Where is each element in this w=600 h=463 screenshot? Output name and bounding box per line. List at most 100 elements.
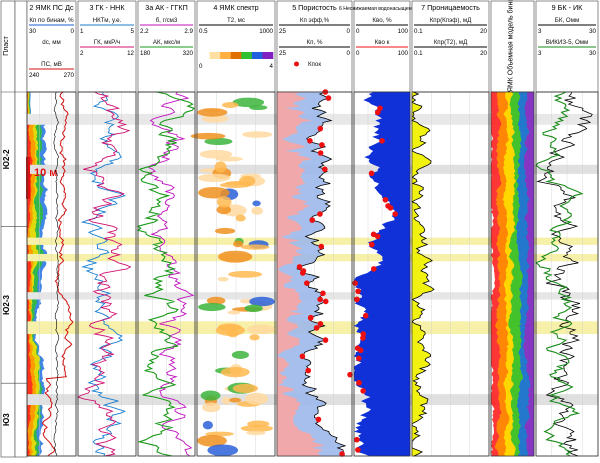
- kvok-point: [356, 355, 362, 362]
- spectrum-blob: [207, 444, 239, 457]
- gk-curve: [76, 91, 132, 457]
- spectrum-blob: [222, 101, 239, 109]
- spectrum-blob: [240, 244, 270, 250]
- scale-right-value: 5: [131, 28, 135, 35]
- track-header-t4: [196, 0, 276, 93]
- curve-label: Кво, %: [372, 17, 392, 24]
- curve-label: ВИКИЗ-5, Омм: [546, 39, 589, 46]
- curve-label: Кпр(Кпэф), мД: [430, 17, 472, 24]
- track-title-t3a: 3а АК - ГГКП: [145, 3, 188, 12]
- spectrum-blob: [218, 250, 253, 263]
- kpok-point: [318, 243, 325, 250]
- caliper-curve: [53, 91, 60, 457]
- colorbar-cell: [230, 52, 242, 59]
- scale-left-value: 180: [140, 50, 151, 57]
- kvok-point: [379, 138, 385, 144]
- scale-left-value: 0: [356, 50, 360, 57]
- spectrum-blob: [197, 434, 227, 447]
- scale-right-value: 20: [480, 28, 487, 35]
- zone-column: [14, 0, 28, 458]
- kpok-point: [317, 125, 324, 132]
- scale-left-value: 240: [29, 72, 40, 79]
- curve-label: T2, мс: [227, 17, 245, 24]
- kpok-point: [309, 217, 316, 223]
- track-title-t4: 4 ЯМК спектр: [213, 3, 258, 12]
- spectrum-blob: [232, 97, 265, 108]
- spectrum-blob: [199, 149, 233, 159]
- spectrum-blob: [244, 304, 263, 313]
- colorbar-cell: [220, 52, 232, 59]
- kvok-point: [374, 109, 381, 116]
- kvok-point: [377, 105, 383, 112]
- scale-right-value: 100: [398, 28, 409, 35]
- track-frame: [411, 91, 490, 457]
- spectrum-blob: [198, 302, 226, 312]
- spectrum-blob: [190, 132, 226, 140]
- colorbar-cell: [199, 52, 210, 59]
- spectrum-blob: [215, 324, 245, 336]
- curve-label: ПС, мВ: [41, 61, 62, 68]
- scale-right-value: 12: [127, 50, 134, 57]
- kpok-point: [317, 150, 324, 156]
- track-title-t3: 3 ГК - ННК: [89, 3, 125, 12]
- spectrum-blob: [214, 161, 227, 173]
- scale-left-value: 2.2: [140, 28, 149, 35]
- curve-label: б, г/см3: [156, 17, 178, 24]
- spectrum-blob: [229, 397, 242, 403]
- scale-bar-label: 10 м: [34, 167, 57, 179]
- kvok-point: [392, 211, 398, 217]
- curve-label: Кп по бинам, %: [29, 17, 74, 24]
- scale-right-value: 30: [589, 50, 596, 57]
- kvok-point: [369, 241, 375, 248]
- kvok-point: [360, 331, 367, 337]
- kvok-point: [356, 379, 362, 386]
- track-header-t9: [535, 0, 599, 93]
- scale-left-value: 3: [538, 50, 542, 57]
- kvok-point: [352, 280, 358, 286]
- spectrum-blob: [202, 402, 221, 413]
- spectrum-blob: [202, 420, 213, 430]
- kpok-point: [322, 337, 329, 343]
- spectrum-blob: [247, 420, 270, 428]
- colorbar-cell: [209, 52, 221, 59]
- curve-label: НКТм, у.е.: [93, 17, 122, 24]
- track-title-t2: 2 ЯМК ПС Дс: [29, 3, 74, 12]
- curve-label: dc, мм: [42, 39, 60, 46]
- curve-label: Кпок: [308, 61, 321, 68]
- vikiz-curve: [534, 91, 584, 457]
- spectrum-blob: [204, 137, 233, 146]
- track-header-t2: [26, 0, 77, 93]
- spectrum-blob: [198, 186, 230, 199]
- track-frame: [26, 91, 77, 457]
- spectrum-blob: [251, 206, 263, 215]
- spectrum-blob: [239, 175, 256, 187]
- scale-left-value: 1: [80, 28, 84, 35]
- curve-label: БК, Омм: [555, 17, 579, 24]
- spectrum-blob: [200, 390, 221, 401]
- scale-right-value: 30: [589, 28, 596, 35]
- spectrum-blob: [220, 366, 250, 378]
- curve-label: ГК, мкР/ч: [94, 39, 120, 46]
- track-header-t3a: [137, 0, 196, 93]
- spectrum-blob: [246, 430, 266, 436]
- spectrum-blob: [231, 350, 250, 359]
- kpok-point: [304, 280, 310, 286]
- kpok-point: [317, 211, 323, 217]
- kvok-point: [374, 233, 381, 240]
- kvo-fill: [354, 92, 410, 456]
- kvok-point: [385, 203, 391, 209]
- track-header-t3: [77, 0, 137, 93]
- spectrum-blob: [249, 105, 268, 111]
- scale-left-value: 0.1: [414, 50, 423, 57]
- zone-label: Ю3: [2, 413, 11, 426]
- scale-right-value: 100: [398, 50, 409, 57]
- track-title-t8: 8 ЯМК Объемная модель бинов: [507, 0, 515, 98]
- track-frame: [535, 91, 599, 457]
- perm-fill: [412, 92, 434, 456]
- kvok-point: [368, 170, 375, 177]
- spectrum-blob: [197, 108, 228, 117]
- kpok-point: [299, 353, 306, 360]
- perm-curve: [411, 91, 435, 457]
- spectrum-blob: [235, 214, 246, 222]
- kpok-point: [313, 325, 320, 331]
